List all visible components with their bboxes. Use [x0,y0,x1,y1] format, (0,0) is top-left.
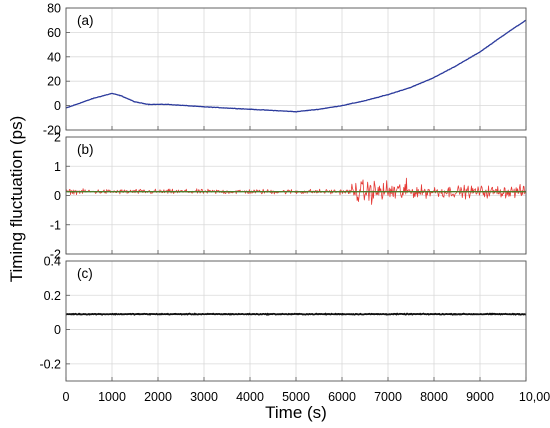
y-tick-label: 60 [47,26,61,40]
y-tick-label: 0.4 [44,255,61,269]
panel-label: (a) [77,13,94,28]
x-tick-label: 4000 [236,390,264,404]
y-axis-label: Timing fluctuation (ps) [7,116,26,283]
x-tick-label: 6000 [328,390,356,404]
x-tick-label: 9000 [466,390,494,404]
y-tick-label: -2 [50,248,61,262]
x-tick-label: 2000 [144,390,172,404]
y-tick-label: 2 [54,131,61,145]
panel-a: -20 0 20 40 60 80 (a) [43,2,527,138]
x-tick-label: 1000 [98,390,126,404]
y-tick-label: 1 [54,160,61,174]
y-tick-label: 0 [54,99,61,113]
y-tick-label: -1 [50,218,61,232]
y-tick-label: 20 [47,75,61,89]
y-tick-label: 0 [54,323,61,337]
y-tick-label: 80 [47,2,61,16]
x-tick-label: 3000 [190,390,218,404]
x-tick-label: 5000 [282,390,310,404]
y-tick-label: -0.2 [39,357,61,371]
x-tick-label: 0 [63,390,70,404]
panel-label: (c) [77,266,93,281]
y-tick-label: 40 [47,50,61,64]
series-line [66,312,526,316]
x-axis-label: Time (s) [265,403,327,422]
panel-label: (b) [77,142,94,157]
series-line [66,19,526,113]
panel-b: -2 -1 0 1 2 (b) [50,131,527,262]
y-tick-label: -20 [43,124,61,138]
y-tick-label: 0 [54,189,61,203]
panel-c: -0.2 0 0.2 0.4 (c) [39,255,527,382]
x-tick-label: 7000 [374,390,402,404]
x-tick-label: 8000 [420,390,448,404]
y-tick-label: 0.2 [44,289,61,303]
x-tick-label: 10,000 [519,390,550,404]
